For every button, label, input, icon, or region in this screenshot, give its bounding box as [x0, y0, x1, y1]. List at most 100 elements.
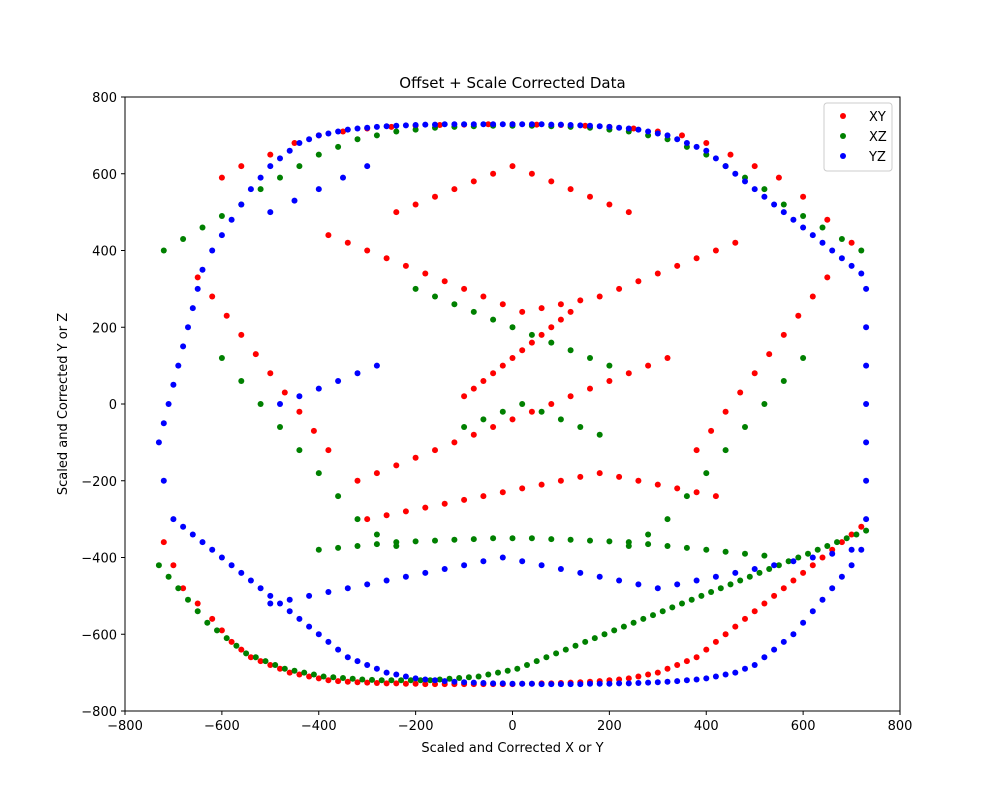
data-point — [277, 174, 283, 181]
data-point — [155, 562, 162, 569]
data-point — [688, 596, 695, 603]
series-yz — [155, 121, 870, 688]
data-point — [340, 128, 346, 135]
data-point — [693, 676, 700, 683]
data-point — [509, 121, 516, 128]
data-point — [732, 669, 739, 676]
series-xz — [155, 122, 870, 684]
data-point — [422, 504, 429, 511]
data-point — [461, 562, 468, 569]
data-point — [703, 140, 710, 146]
data-point — [751, 186, 758, 193]
data-point — [354, 516, 361, 523]
data-point — [567, 308, 574, 315]
data-point — [722, 408, 729, 415]
data-point — [838, 573, 845, 580]
data-point — [548, 681, 555, 688]
data-point — [461, 679, 468, 686]
data-point — [809, 293, 816, 300]
x-tick-label: −200 — [398, 719, 434, 734]
data-point — [645, 362, 652, 369]
data-point — [277, 424, 283, 430]
data-point — [441, 500, 448, 507]
data-point — [470, 536, 477, 543]
data-point — [422, 681, 429, 688]
data-point — [417, 677, 424, 684]
data-point — [737, 577, 744, 584]
data-point — [238, 378, 245, 384]
data-point — [606, 378, 613, 384]
data-point — [625, 543, 632, 549]
data-point — [180, 585, 187, 592]
data-point — [407, 677, 414, 684]
data-point — [528, 170, 535, 177]
data-point — [412, 454, 419, 461]
data-point — [451, 186, 458, 193]
data-point — [296, 140, 303, 146]
data-point — [795, 312, 802, 319]
data-point — [819, 596, 826, 603]
data-point — [674, 136, 681, 143]
data-point — [528, 339, 535, 346]
data-point — [611, 627, 618, 634]
data-point — [528, 121, 535, 128]
data-point — [412, 122, 419, 128]
axes-frame — [124, 96, 901, 712]
data-point — [519, 308, 526, 315]
data-point — [315, 385, 322, 392]
data-point — [204, 619, 211, 626]
data-point — [538, 121, 545, 128]
data-point — [824, 543, 831, 549]
data-point — [315, 546, 322, 553]
data-point — [625, 370, 632, 377]
data-point — [412, 680, 419, 687]
data-point — [775, 174, 782, 181]
x-tick-label: 0 — [508, 719, 516, 734]
x-axis-label: Scaled and Corrected X or Y — [421, 741, 603, 756]
data-point — [800, 193, 807, 200]
data-point — [616, 473, 623, 480]
data-point — [664, 132, 671, 139]
data-point — [519, 558, 526, 565]
data-point — [325, 589, 332, 595]
data-point — [315, 186, 322, 193]
data-point — [373, 541, 380, 548]
data-point — [223, 635, 230, 642]
data-point — [698, 592, 705, 599]
data-point — [790, 577, 797, 584]
data-point — [519, 680, 526, 687]
data-point — [693, 489, 700, 496]
data-point — [645, 671, 652, 678]
data-point — [722, 548, 729, 555]
data-point — [499, 121, 506, 128]
data-point — [402, 262, 409, 269]
data-point — [412, 538, 419, 545]
data-point — [577, 424, 584, 430]
data-point — [548, 536, 555, 543]
data-point — [557, 566, 564, 572]
data-point — [306, 592, 313, 599]
data-point — [277, 665, 283, 672]
data-point — [422, 270, 429, 277]
data-point — [722, 671, 729, 678]
data-point — [577, 473, 584, 480]
data-point — [848, 262, 855, 269]
data-point — [388, 123, 395, 130]
data-point — [528, 331, 535, 338]
data-point — [809, 608, 816, 615]
data-point — [524, 662, 530, 668]
data-point — [373, 680, 380, 686]
data-point — [625, 209, 632, 216]
data-point — [388, 677, 395, 684]
data-point — [606, 538, 613, 545]
data-point — [654, 679, 661, 686]
data-point — [286, 596, 293, 603]
data-point — [291, 197, 298, 204]
data-point — [247, 577, 254, 584]
data-point — [364, 662, 371, 668]
data-point — [180, 523, 187, 530]
x-tick-label: 600 — [791, 719, 816, 734]
data-point — [315, 675, 322, 682]
